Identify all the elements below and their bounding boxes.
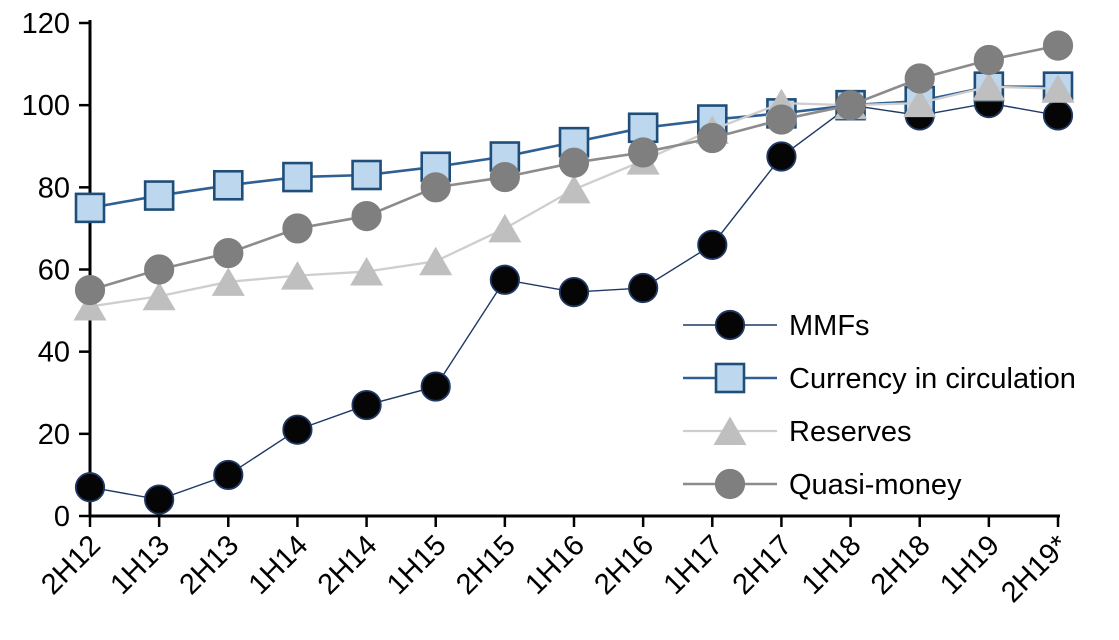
x-tick-label: 1H19 [934, 529, 1006, 601]
x-axis-ticks: 2H121H132H131H142H141H152H151H162H161H17… [35, 516, 1075, 609]
legend-quasi-money-marker [714, 468, 746, 500]
reserves-marker [557, 174, 591, 204]
mmfs-marker [766, 141, 797, 172]
legend-item-quasi-money: Quasi-money [683, 468, 962, 501]
reserves-marker [972, 72, 1006, 101]
x-tick-label: 2H16 [588, 529, 660, 601]
reserves-marker [1041, 74, 1075, 103]
legend: MMFs Currency in circulation Reserves Quasi… [683, 309, 1076, 501]
quasi-money-marker [351, 200, 382, 232]
reserves-marker [211, 267, 245, 296]
y-tick-label: 120 [22, 8, 70, 40]
reserves-marker [419, 246, 453, 276]
x-tick-label: 1H14 [243, 529, 315, 601]
currency-in-circulation-marker [143, 180, 175, 211]
x-tick-label: 2H19* [995, 529, 1075, 609]
mmfs-marker [697, 229, 728, 260]
mmfs-marker [558, 276, 590, 308]
legend-label: Reserves [789, 416, 912, 448]
quasi-money-marker [213, 237, 244, 269]
x-tick-label: 2H13 [174, 529, 246, 601]
y-axis-ticks: 0 20 40 60 80 100 120 [22, 8, 90, 533]
mmfs-marker [144, 484, 175, 515]
mmfs-marker [74, 472, 106, 503]
quasi-money-marker [973, 44, 1004, 76]
legend-item-reserves: Reserves [683, 416, 912, 448]
currency-in-circulation-marker [212, 169, 244, 201]
reserves-marker [903, 88, 937, 118]
mmfs-marker [420, 371, 451, 402]
series-quasi-money [74, 30, 1074, 306]
currency-in-circulation-marker [351, 159, 382, 191]
currency-in-circulation-marker [282, 161, 313, 193]
x-tick-label: 1H15 [381, 529, 453, 601]
x-tick-label: 1H13 [104, 529, 176, 601]
legend-label: Currency in circulation [789, 363, 1076, 395]
legend-item-mmfs: MMFs [683, 309, 870, 342]
legend-currency-in-circulation-marker [714, 362, 746, 394]
quasi-money-marker [489, 161, 520, 193]
quasi-money-marker [420, 172, 451, 203]
x-tick-label: 1H16 [519, 529, 591, 601]
x-tick-label: 2H15 [450, 529, 522, 601]
mmfs-marker [1042, 100, 1074, 131]
quasi-money-marker [144, 254, 175, 285]
reserves-marker [73, 291, 107, 321]
quasi-money-marker [904, 63, 935, 94]
reserves-marker [280, 261, 314, 290]
legend-label: MMFs [789, 310, 870, 342]
legend-label: Quasi-money [789, 469, 962, 501]
quasi-money-marker [697, 122, 728, 154]
reserves-marker [488, 213, 522, 243]
x-tick-label: 1H17 [658, 529, 730, 601]
y-tick-label: 60 [38, 255, 70, 287]
mmfs-marker [628, 272, 659, 304]
x-tick-label: 1H18 [796, 529, 868, 601]
y-tick-label: 0 [54, 501, 70, 533]
x-tick-label: 2H12 [35, 529, 107, 601]
currency-in-circulation-marker [74, 192, 106, 224]
y-tick-label: 20 [38, 419, 70, 451]
mmfs-marker [213, 459, 244, 491]
quasi-money-marker [558, 147, 590, 178]
currency-in-circulation-marker [627, 112, 659, 144]
quasi-money-marker [766, 104, 797, 135]
quasi-money-marker [628, 137, 659, 168]
quasi-money-marker [1042, 30, 1074, 61]
quasi-money-marker [282, 213, 313, 244]
mmfs-marker [351, 389, 382, 421]
x-tick-label: 2H14 [312, 529, 384, 601]
mmfs-marker [282, 414, 313, 445]
y-tick-label: 40 [38, 337, 70, 369]
legend-reserves-marker [713, 416, 747, 445]
quasi-money-marker [835, 90, 866, 121]
x-tick-label: 2H17 [727, 529, 799, 601]
x-tick-label: 2H18 [865, 529, 937, 601]
reserves-marker [142, 281, 176, 311]
legend-item-currency-in-circulation: Currency in circulation [683, 362, 1076, 395]
y-tick-label: 80 [38, 172, 70, 204]
mmfs-marker [489, 264, 520, 295]
reserves-marker [350, 257, 384, 286]
quasi-money-marker [74, 274, 106, 306]
legend-mmfs-marker [714, 309, 746, 341]
y-tick-label: 100 [22, 90, 70, 122]
